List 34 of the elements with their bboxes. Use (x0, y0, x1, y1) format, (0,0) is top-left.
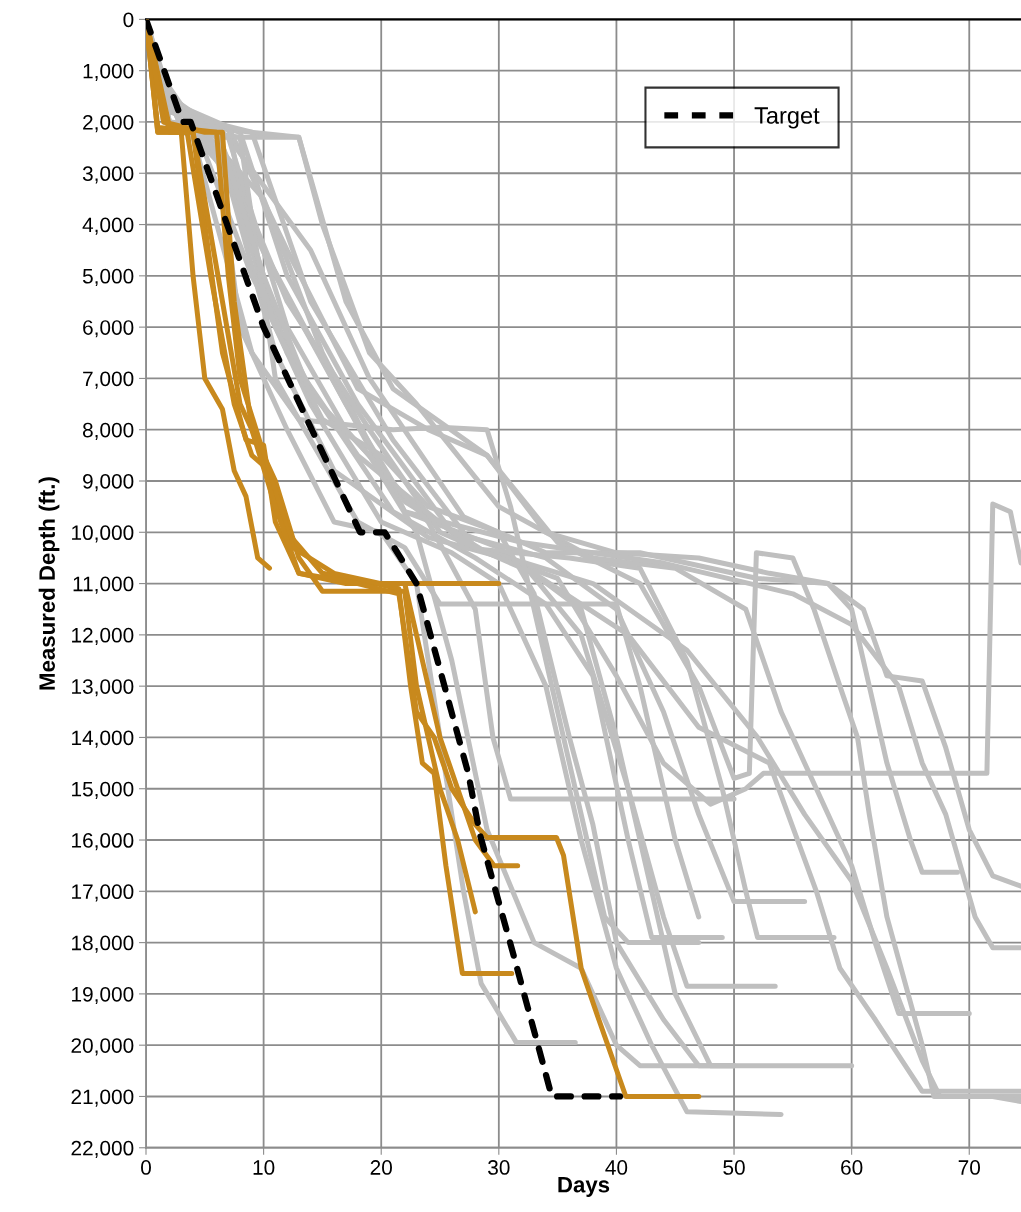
y-tick-label: 2,000 (83, 114, 134, 133)
x-tick-label: 20 (370, 1160, 392, 1175)
y-tick-label: 11,000 (73, 576, 134, 594)
x-tick-label: 50 (723, 1160, 745, 1175)
y-tick-label: 13,000 (72, 679, 134, 697)
y-tick-label: 14,000 (72, 730, 134, 748)
y-tick-label: 18,000 (72, 935, 134, 953)
y-tick-label: 4,000 (82, 217, 134, 235)
y-tick-label: 8,000 (82, 422, 134, 440)
y-tick-label: 7,000 (83, 371, 134, 389)
y-tick-label: 9,000 (83, 474, 134, 492)
legend-label: Target (754, 107, 820, 129)
y-tick-label: 10,000 (72, 525, 134, 543)
y-tick-label: 21,000 (71, 1089, 134, 1107)
y-tick-label: 12,000 (72, 627, 134, 646)
y-axis-title: Measured Depth (ft.) (38, 477, 60, 690)
x-tick-label: 40 (605, 1160, 628, 1175)
y-tick-label: 16,000 (72, 833, 134, 851)
x-tick-label: 30 (488, 1160, 510, 1175)
y-tick-label: 15,000 (72, 781, 134, 799)
y-tick-label: 19,000 (72, 986, 134, 1005)
x-tick-label: 0 (141, 1160, 151, 1175)
x-axis-title: Days (558, 1177, 610, 1197)
y-tick-label: 1,000 (83, 63, 134, 81)
x-tick-label: 60 (841, 1160, 863, 1175)
y-tick-label: 5,000 (82, 268, 134, 287)
x-tick-label: 70 (958, 1160, 981, 1175)
x-tick-label: 10 (253, 1160, 275, 1175)
y-tick-label: 22,000 (71, 1140, 134, 1158)
y-tick-label: 0 (123, 12, 134, 28)
y-tick-label: 17,000 (72, 884, 134, 902)
y-tick-label: 6,000 (83, 320, 134, 338)
y-tick-label: 3,000 (82, 166, 134, 184)
y-tick-label: 20,000 (71, 1038, 134, 1056)
